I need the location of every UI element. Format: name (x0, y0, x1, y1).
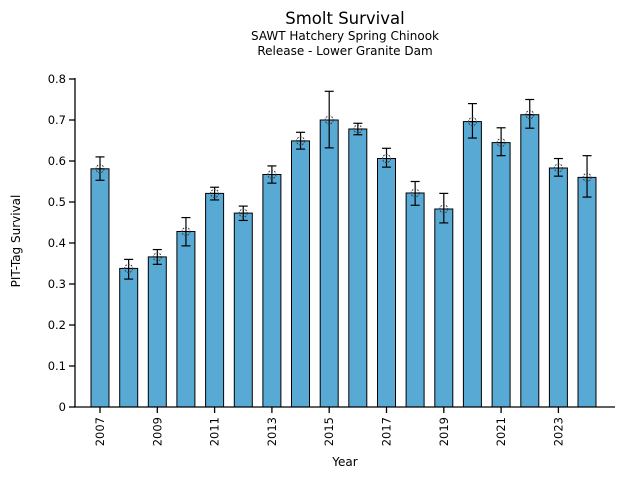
y-tick-label-0.4: 0.4 (48, 236, 66, 250)
y-tick-label-0.1: 0.1 (48, 359, 66, 373)
estimate-marker-2011 (210, 188, 220, 198)
estimate-marker-2023 (553, 163, 563, 173)
estimate-marker-2015 (324, 115, 334, 125)
y-tick-label-0.2: 0.2 (48, 318, 66, 332)
x-tick-label-2013: 2013 (265, 417, 279, 446)
x-tick-label-2019: 2019 (437, 417, 451, 446)
bar-2010 (176, 231, 196, 408)
bar-2016 (348, 128, 368, 408)
bar-2021 (491, 142, 511, 408)
bar-2017 (377, 158, 396, 408)
x-tick-label-2017: 2017 (380, 417, 394, 446)
y-tick-label-0.3: 0.3 (48, 277, 66, 291)
y-tick-label-0.5: 0.5 (48, 195, 66, 209)
estimate-marker-2008 (124, 263, 134, 273)
bar-2011 (205, 192, 225, 408)
bar-2015 (319, 119, 339, 408)
estimate-marker-2024 (582, 172, 592, 182)
estimate-marker-2007 (95, 164, 105, 174)
chart-subtitle-line2: Release - Lower Granite Dam (257, 44, 433, 58)
chart-title: Smolt Survival (285, 9, 405, 28)
bar-2018 (405, 192, 425, 408)
estimate-marker-2016 (353, 124, 363, 134)
chart-subtitle-line1: SAWT Hatchery Spring Chinook (250, 29, 439, 43)
bar-2008 (119, 267, 139, 408)
estimate-marker-2009 (152, 252, 162, 262)
x-tick-label-2011: 2011 (208, 417, 222, 446)
bar-2009 (147, 256, 167, 408)
estimate-marker-2021 (496, 138, 506, 148)
bar-2014 (291, 140, 310, 408)
estimate-marker-2013 (267, 170, 277, 180)
x-tick-label-2007: 2007 (93, 417, 107, 446)
estimate-marker-2022 (525, 110, 535, 120)
x-tick-label-2015: 2015 (322, 417, 336, 446)
y-tick-label-0.8: 0.8 (48, 72, 66, 86)
bar-2023 (548, 167, 568, 408)
y-tick-label-0.6: 0.6 (48, 154, 66, 168)
x-tick-label-2009: 2009 (150, 417, 164, 446)
estimate-marker-2020 (467, 117, 477, 127)
bar-2022 (520, 114, 540, 408)
x-tick-label-2023: 2023 (551, 417, 565, 446)
estimate-marker-2014 (296, 136, 306, 146)
estimate-marker-2018 (410, 188, 420, 198)
y-tick-label-0.7: 0.7 (48, 113, 66, 127)
bar-2020 (462, 121, 482, 408)
bar-2019 (434, 208, 454, 408)
estimate-marker-2012 (238, 208, 248, 218)
bar-2013 (262, 174, 282, 408)
x-tick-label-2021: 2021 (494, 417, 508, 446)
estimate-marker-2010 (181, 227, 191, 237)
x-axis-label: Year (332, 455, 358, 469)
bar-2024 (577, 176, 597, 408)
estimate-marker-2019 (439, 204, 449, 214)
estimate-marker-2017 (382, 154, 391, 164)
bar-2012 (233, 212, 253, 408)
bar-2007 (90, 168, 110, 408)
y-tick-label-0: 0 (59, 400, 66, 414)
